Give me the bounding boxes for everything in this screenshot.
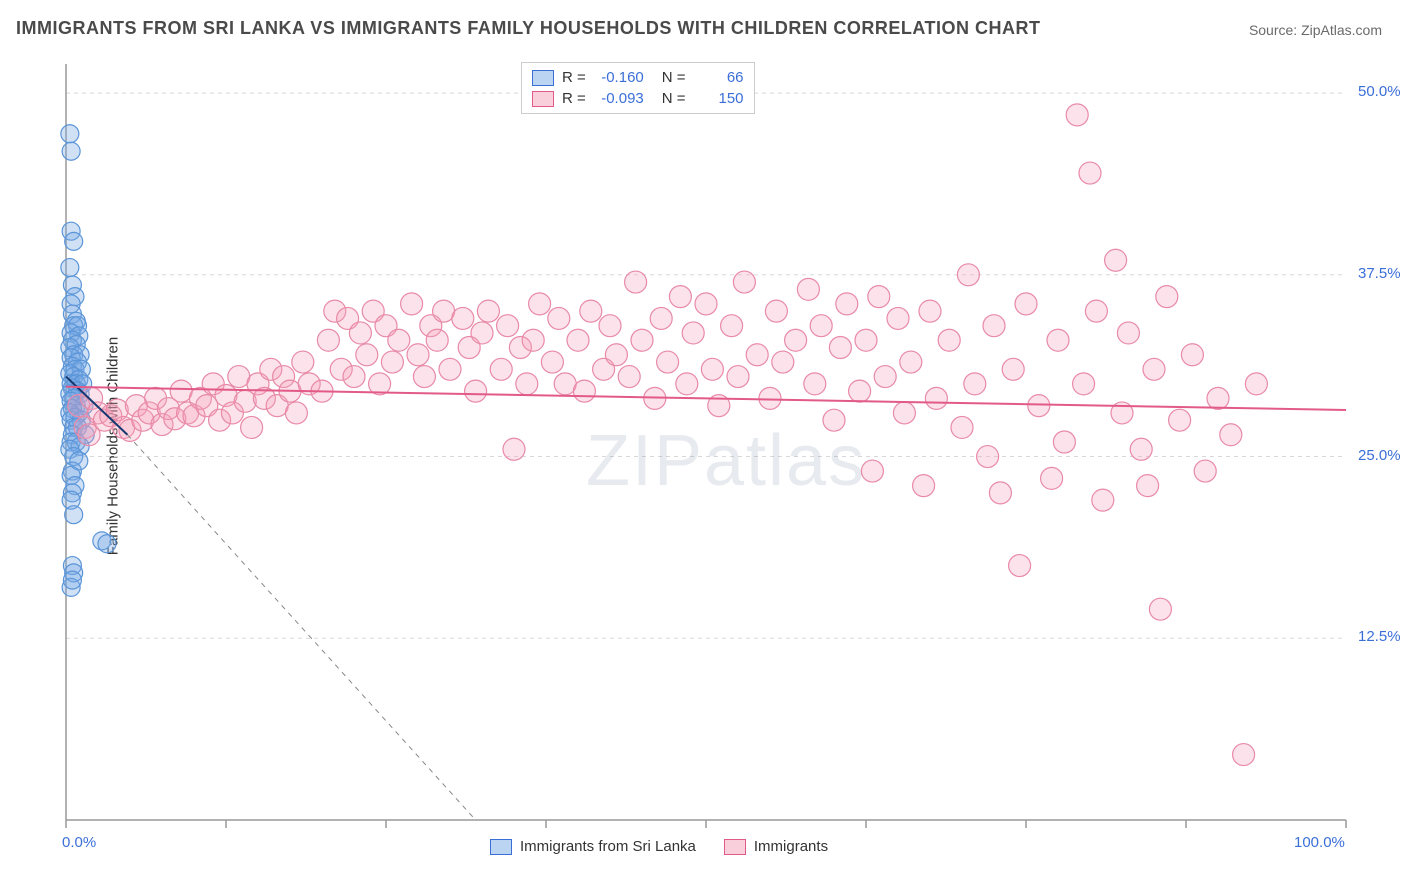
legend-item-sri_lanka: Immigrants from Sri Lanka — [490, 838, 696, 855]
source-label: Source: ZipAtlas.com — [1249, 22, 1382, 38]
plot-area: ZIPatlas R =-0.160 N =66R =-0.093 N =150 — [46, 60, 1376, 830]
legend-item-immigrants: Immigrants — [724, 838, 828, 855]
x-tick-label: 100.0% — [1294, 834, 1345, 851]
y-tick-label: 50.0% — [1358, 83, 1401, 100]
y-tick-label: 37.5% — [1358, 265, 1401, 282]
stats-legend-box: R =-0.160 N =66R =-0.093 N =150 — [521, 62, 755, 114]
stats-row-sri_lanka: R =-0.160 N =66 — [532, 67, 744, 88]
swatch-icon — [490, 839, 512, 855]
swatch-icon — [724, 839, 746, 855]
y-tick-label: 12.5% — [1358, 628, 1401, 645]
y-tick-label: 25.0% — [1358, 447, 1401, 464]
swatch-icon — [532, 70, 554, 86]
x-tick-label: 0.0% — [62, 834, 96, 851]
chart-title: IMMIGRANTS FROM SRI LANKA VS IMMIGRANTS … — [16, 18, 1040, 39]
stats-row-immigrants: R =-0.093 N =150 — [532, 88, 744, 109]
bottom-legend: Immigrants from Sri Lanka Immigrants — [490, 838, 828, 855]
scatter-svg — [46, 60, 1376, 830]
swatch-icon — [532, 91, 554, 107]
